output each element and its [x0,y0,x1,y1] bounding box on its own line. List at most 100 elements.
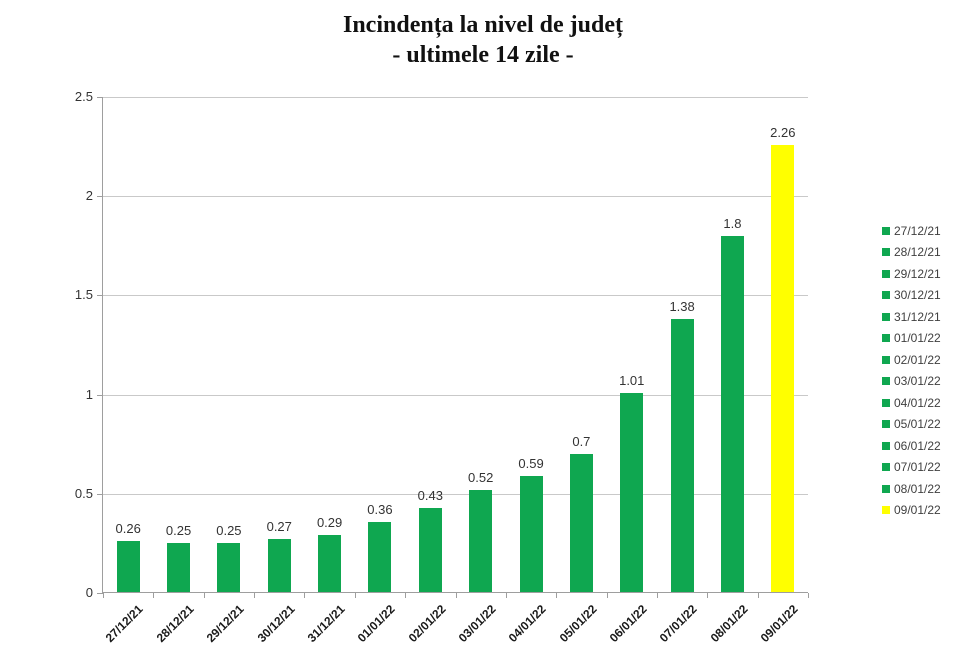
gridline [103,295,808,297]
bar-value-label: 0.25 [216,523,242,539]
legend-item: 06/01/22 [882,435,941,457]
x-axis-label: 06/01/22 [606,602,650,645]
legend-item: 03/01/22 [882,371,941,393]
x-axis-label: 09/01/22 [757,602,801,645]
legend-label: 03/01/22 [894,374,941,389]
gridline [103,493,808,495]
bar-value-label: 0.52 [468,469,494,485]
bar [569,454,593,593]
bar-value-label: 0.26 [115,521,141,537]
y-axis-tick [97,593,103,594]
legend-swatch [882,377,890,386]
x-axis-tick [304,593,306,598]
chart-title: Incindența la nivel de județ - ultimele … [3,10,960,70]
legend-label: 02/01/22 [894,352,941,367]
legend: 27/12/21 28/12/21 29/12/21 30/12/21 31/12/21… [882,220,941,521]
x-axis-tick [103,593,104,598]
legend-swatch [882,506,890,515]
y-axis-tick-label: 2.5 [74,89,93,104]
legend-swatch [882,291,890,300]
legend-swatch [882,355,890,364]
x-axis-tick [354,593,356,598]
x-axis-label: 08/01/22 [707,602,751,645]
y-axis-tick-label: 1.5 [74,287,93,303]
bar [620,392,644,593]
bar-value-label: 1.01 [619,372,645,388]
y-axis-tick-label: 2 [85,188,93,204]
legend-item: 05/01/22 [882,414,941,436]
legend-swatch [882,420,890,429]
x-axis-tick [656,593,658,598]
bar [167,543,191,593]
legend-item: 27/12/21 [882,220,941,242]
bar [720,235,744,593]
legend-swatch [882,484,890,493]
y-axis-tick-label: 0 [85,585,93,600]
y-axis-tick [97,493,103,495]
x-axis-label: 28/12/21 [153,602,197,645]
x-axis-tick [203,593,205,598]
plot-area: 0 0.5 1 1.5 2 2.5 0.26 27/12/21 0.25 28/12/21 0.25… [75,89,809,645]
x-axis-tick [556,593,558,598]
chart-title-line1: Incindența la nivel de județ [342,12,624,38]
legend-item: 28/12/21 [882,242,941,264]
bar-value-label: 0.36 [367,501,393,517]
legend-item: 08/01/22 [882,478,941,500]
x-axis-tick [606,593,608,598]
bar-value-label: 0.59 [518,455,544,471]
legend-label: 08/01/22 [894,481,941,496]
x-axis-label: 04/01/22 [506,602,549,645]
x-axis-label: 05/01/22 [556,602,600,645]
legend-swatch [882,334,890,343]
bar [418,507,442,593]
x-axis-label: 07/01/22 [657,602,701,645]
chart-title-line2: - ultimele 14 zile - [392,42,574,68]
bar-value-label: 2.26 [770,124,796,140]
y-axis-tick [97,196,103,198]
legend-swatch [882,441,890,450]
legend-swatch [882,398,890,407]
legend-label: 31/12/21 [894,309,941,324]
legend-label: 01/01/22 [894,331,941,346]
x-axis-tick [757,593,759,598]
bar-value-label: 1.38 [669,299,695,315]
legend-item: 29/12/21 [882,263,941,285]
x-axis-line [102,592,808,593]
bar [368,521,392,593]
legend-item: 04/01/22 [882,392,941,414]
bar [670,319,694,593]
x-axis-label: 03/01/22 [455,602,499,645]
bar-value-label: 0.29 [316,515,343,531]
x-axis-tick [254,593,256,598]
legend-label: 06/01/22 [894,438,941,453]
bar [116,541,140,593]
legend-item: 09/01/22 [882,500,941,522]
legend-item: 07/01/22 [882,457,941,479]
bar-value-label: 0.43 [417,487,443,503]
legend-label: 04/01/22 [894,395,941,410]
bar [469,489,493,593]
legend-label: 30/12/21 [894,288,941,303]
legend-swatch [882,248,890,257]
y-axis-tick [97,394,103,396]
x-axis-label: 02/01/22 [405,602,449,645]
bar [519,475,543,593]
bar [318,535,342,593]
bar-value-label: 0.27 [266,519,292,535]
x-axis-tick [808,593,809,598]
legend-item: 01/01/22 [882,328,941,350]
legend-swatch [882,312,890,321]
x-axis-label: 27/12/21 [103,602,147,645]
legend-label: 27/12/21 [894,223,941,238]
legend-label: 29/12/21 [894,266,941,281]
legend-item: 02/01/22 [882,349,941,371]
y-axis-tick [97,295,103,297]
bar-value-label: 0.7 [572,434,591,450]
bar-value-label: 0.25 [165,523,192,539]
legend-swatch [882,269,890,278]
legend-item: 31/12/21 [882,306,941,328]
y-axis-tick [97,97,103,98]
bar [771,144,795,593]
legend-swatch [882,463,890,472]
